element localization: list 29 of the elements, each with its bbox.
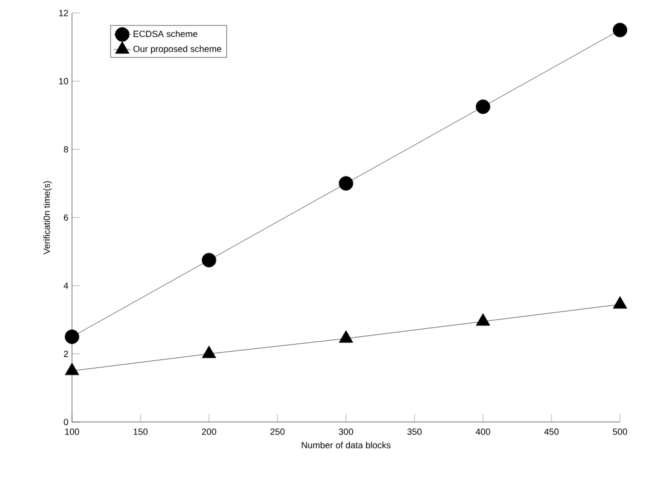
y-tick-label: 2 <box>64 350 68 357</box>
x-tick-label: 450 <box>544 428 559 435</box>
point <box>612 22 628 38</box>
x-tick-label: 400 <box>476 428 490 435</box>
point <box>338 330 354 343</box>
point <box>612 296 628 309</box>
point <box>64 362 80 376</box>
y-axis-title: Verificati0n time(s) <box>43 181 52 254</box>
x-tick-label: 300 <box>338 428 354 435</box>
y-tick-label: 8 <box>64 146 68 153</box>
y-tick-label: 10 <box>59 78 68 84</box>
x-tick-label: 500 <box>612 428 628 435</box>
y-tick-label: 0 <box>64 418 68 426</box>
x-tick-label: 100 <box>65 428 80 435</box>
point <box>476 313 490 326</box>
point <box>202 252 216 268</box>
point <box>338 176 354 191</box>
legend-label: ECDSA scheme <box>134 30 198 38</box>
x-tick-label: 350 <box>407 428 422 435</box>
y-tick-label: 6 <box>64 214 68 221</box>
x-axis-title: Number of data blocks <box>302 442 391 448</box>
point <box>476 100 490 114</box>
point <box>202 346 216 358</box>
y-tick-label: 12 <box>59 10 68 16</box>
y-tick-label: 4 <box>64 282 68 289</box>
x-tick-label: 250 <box>270 428 285 435</box>
x-tick-label: 150 <box>134 428 148 435</box>
x-tick-label: 200 <box>202 428 216 435</box>
legend-label: Our proposed scheme <box>133 45 222 54</box>
